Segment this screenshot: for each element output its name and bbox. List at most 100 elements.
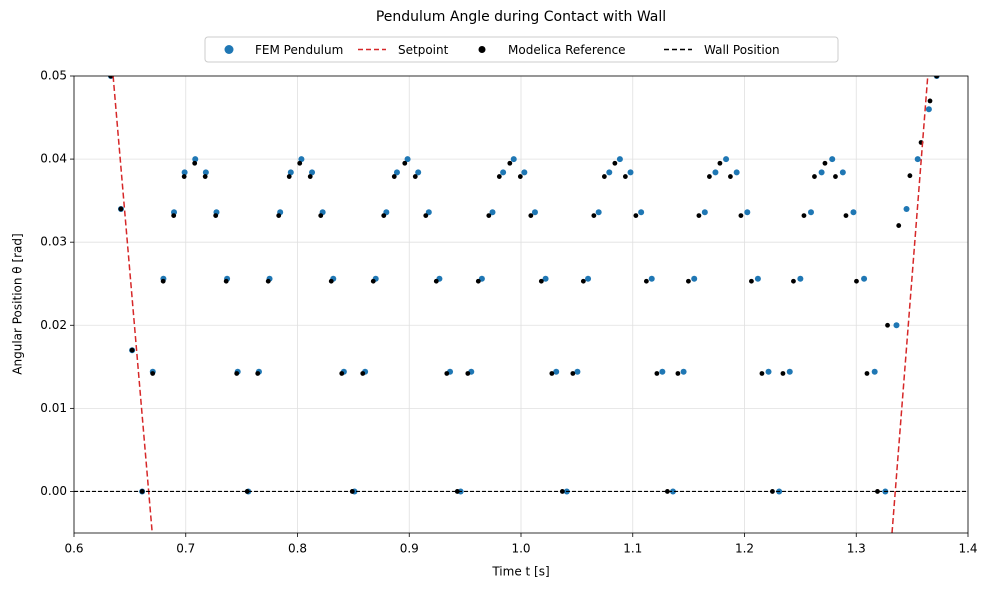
data-point — [521, 169, 528, 176]
legend-label: Wall Position — [704, 43, 780, 57]
data-point — [927, 98, 933, 104]
data-point — [754, 275, 761, 282]
data-line — [112, 76, 929, 533]
data-point — [433, 278, 439, 284]
legend-marker — [224, 45, 234, 54]
data-point — [833, 174, 838, 179]
y-tick-label: 0.03 — [40, 235, 67, 249]
data-point — [669, 488, 676, 495]
data-point — [339, 371, 345, 376]
y-tick-label: 0.04 — [40, 152, 67, 166]
data-point — [707, 174, 712, 179]
data-point — [648, 275, 655, 282]
x-tick-label: 0.8 — [288, 542, 307, 556]
legend-label: FEM Pendulum — [255, 43, 343, 57]
data-point — [393, 169, 400, 176]
x-tick-label: 1.1 — [623, 542, 642, 556]
data-point — [370, 278, 376, 284]
data-point — [412, 174, 418, 179]
data-point — [675, 371, 681, 376]
data-point — [839, 169, 846, 176]
data-point — [612, 160, 618, 166]
data-point — [616, 156, 623, 163]
data-point — [759, 371, 765, 376]
data-point — [633, 213, 639, 218]
data-point — [517, 174, 523, 179]
data-point — [818, 169, 825, 176]
data-point — [914, 156, 921, 163]
data-point — [404, 156, 411, 163]
data-point — [871, 368, 878, 375]
data-point — [108, 76, 114, 79]
data-point — [444, 371, 450, 376]
data-point — [885, 322, 890, 328]
x-tick-label: 0.7 — [176, 542, 195, 556]
data-point — [843, 213, 849, 218]
grid — [73, 75, 969, 533]
plot-area — [74, 76, 968, 533]
data-point — [538, 278, 544, 284]
data-point — [643, 278, 649, 284]
data-point — [465, 371, 471, 376]
x-axis-label: Time t [s] — [491, 565, 549, 579]
data-point — [712, 169, 719, 176]
data-point — [202, 169, 209, 176]
data-point — [696, 213, 702, 218]
data-point — [160, 278, 166, 284]
data-point — [496, 174, 502, 179]
data-point — [528, 213, 534, 218]
data-point — [907, 173, 913, 179]
data-point — [181, 169, 188, 176]
data-point — [309, 169, 316, 176]
data-point — [934, 76, 940, 79]
data-point — [733, 169, 740, 176]
data-point — [500, 169, 507, 176]
y-tick-label: 0.00 — [40, 484, 67, 498]
x-tick-label: 1.0 — [511, 542, 530, 556]
data-point — [925, 106, 932, 113]
data-point — [244, 489, 250, 494]
data-point — [223, 278, 229, 284]
y-tick-label: 0.01 — [40, 401, 67, 415]
data-point — [723, 156, 730, 163]
data-point — [286, 174, 292, 179]
data-point — [850, 209, 857, 216]
data-point — [328, 278, 334, 284]
x-tick-label: 1.3 — [847, 542, 866, 556]
data-point — [553, 368, 560, 375]
data-point — [595, 209, 602, 216]
data-point — [507, 160, 513, 166]
data-point — [475, 278, 481, 284]
data-point — [213, 213, 219, 218]
data-point — [423, 213, 429, 218]
data-point — [664, 489, 670, 494]
data-point — [202, 174, 208, 179]
data-point — [738, 213, 744, 218]
data-point — [129, 347, 135, 353]
y-tick-label: 0.02 — [40, 318, 67, 332]
data-point — [192, 160, 198, 166]
data-point — [255, 371, 261, 376]
data-point — [903, 205, 910, 212]
data-point — [822, 160, 828, 166]
data-point — [402, 160, 408, 166]
x-tick-label: 0.6 — [64, 542, 83, 556]
data-point — [791, 278, 796, 284]
legend-box — [204, 36, 839, 63]
data-point — [749, 278, 754, 284]
data-point — [893, 322, 900, 329]
data-point — [234, 371, 240, 376]
data-point — [622, 174, 628, 179]
data-point — [601, 174, 607, 179]
data-point — [701, 209, 708, 216]
data-point — [489, 209, 496, 216]
data-point — [574, 368, 581, 375]
y-tick-label: 0.05 — [40, 69, 67, 83]
data-point — [797, 275, 804, 282]
data-point — [864, 371, 870, 376]
data-point — [686, 278, 691, 284]
data-point — [181, 174, 187, 179]
data-point — [627, 169, 634, 176]
legend: FEM Pendulum Setpoint Modelica Reference Wa… — [204, 36, 839, 63]
